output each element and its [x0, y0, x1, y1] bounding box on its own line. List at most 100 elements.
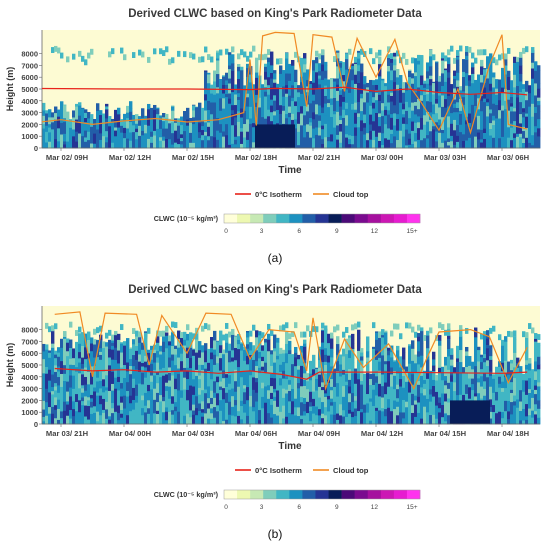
clwc-cell	[192, 394, 195, 404]
clwc-cell	[168, 372, 171, 380]
clwc-cell	[432, 129, 435, 137]
clwc-cell	[282, 378, 285, 388]
clwc-cell	[321, 71, 324, 80]
clwc-cell	[156, 342, 159, 346]
clwc-cell	[120, 352, 123, 363]
clwc-cell	[438, 337, 441, 341]
clwc-cell	[51, 413, 54, 424]
clwc-cell	[315, 412, 318, 416]
clwc-cell	[99, 415, 102, 425]
clwc-cell	[66, 401, 69, 405]
clwc-cell	[240, 419, 243, 424]
clwc-cell	[57, 356, 60, 366]
clwc-cell	[162, 412, 165, 418]
clwc-cell	[486, 106, 489, 112]
clwc-cell	[465, 52, 468, 56]
clwc-cell	[432, 365, 435, 371]
clwc-cell	[447, 338, 450, 348]
clwc-cell	[414, 58, 417, 67]
clwc-cell	[183, 389, 186, 401]
clwc-cell	[363, 123, 366, 128]
clwc-cell	[165, 411, 168, 420]
clwc-cell	[369, 114, 372, 124]
clwc-cell	[444, 70, 447, 82]
clwc-cell	[264, 399, 267, 403]
clwc-cell	[249, 118, 252, 124]
clwc-cell	[141, 395, 144, 400]
clwc-cell	[423, 389, 426, 396]
clwc-cell	[339, 376, 342, 389]
clwc-cell	[339, 61, 342, 63]
clwc-cell	[144, 133, 147, 141]
clwc-cell	[456, 59, 459, 65]
clwc-cell	[78, 140, 81, 149]
clwc-cell	[285, 353, 288, 363]
clwc-cell	[342, 140, 345, 149]
clwc-cell	[273, 392, 276, 397]
clwc-cell	[294, 415, 297, 424]
clwc-cell	[534, 380, 537, 386]
clwc-cell	[432, 126, 435, 130]
clwc-cell	[531, 328, 534, 334]
clwc-cell	[111, 142, 114, 148]
colorbar-swatch	[263, 214, 276, 223]
clwc-cell	[78, 122, 81, 133]
clwc-cell	[366, 102, 369, 114]
clwc-cell	[462, 395, 465, 402]
clwc-cell	[378, 94, 381, 100]
clwc-cell	[495, 105, 498, 119]
clwc-cell	[306, 131, 309, 137]
clwc-cell	[150, 136, 153, 142]
clwc-cell	[480, 100, 483, 111]
clwc-cell	[213, 94, 216, 102]
clwc-cell	[195, 352, 198, 361]
clwc-cell	[399, 91, 402, 102]
clwc-cell	[111, 349, 114, 359]
clwc-cell	[441, 142, 444, 148]
clwc-cell	[513, 330, 516, 336]
clwc-cell	[126, 382, 129, 391]
clwc-cell	[177, 418, 180, 424]
clwc-cell	[213, 392, 216, 397]
clwc-cell	[324, 96, 327, 104]
clwc-cell	[258, 352, 261, 359]
clwc-cell	[519, 390, 522, 402]
clwc-cell	[339, 395, 342, 404]
clwc-cell	[378, 410, 381, 414]
clwc-cell	[378, 331, 381, 338]
clwc-cell	[438, 408, 441, 413]
clwc-cell	[240, 67, 243, 71]
clwc-cell	[492, 94, 495, 104]
clwc-cell	[180, 138, 183, 142]
clwc-cell	[255, 413, 258, 425]
clwc-cell	[222, 121, 225, 132]
clwc-cell	[54, 405, 57, 410]
clwc-cell	[447, 72, 450, 78]
clwc-cell	[312, 359, 315, 370]
clwc-cell	[384, 115, 387, 124]
clwc-cell	[87, 400, 90, 406]
clwc-cell	[273, 378, 276, 389]
clwc-cell	[447, 349, 450, 357]
clwc-cell	[42, 124, 45, 129]
clwc-cell	[531, 378, 534, 390]
clwc-cell	[357, 338, 360, 351]
clwc-cell	[66, 404, 69, 416]
clwc-cell	[345, 327, 348, 333]
clwc-cell	[501, 92, 504, 100]
clwc-cell	[126, 415, 129, 421]
x-tick-label: Mar 02/ 18H	[235, 153, 277, 162]
clwc-cell	[273, 82, 276, 87]
clwc-cell	[408, 346, 411, 359]
clwc-cell	[171, 346, 174, 355]
clwc-cell	[435, 375, 438, 381]
colorbar-swatch	[315, 214, 328, 223]
clwc-cell	[192, 349, 195, 350]
clwc-cell	[336, 325, 339, 331]
clwc-cell	[468, 137, 471, 148]
clwc-cell	[216, 382, 219, 394]
clwc-cell	[195, 107, 198, 121]
clwc-cell	[207, 382, 210, 386]
clwc-cell	[465, 384, 468, 394]
clwc-cell	[522, 374, 525, 380]
